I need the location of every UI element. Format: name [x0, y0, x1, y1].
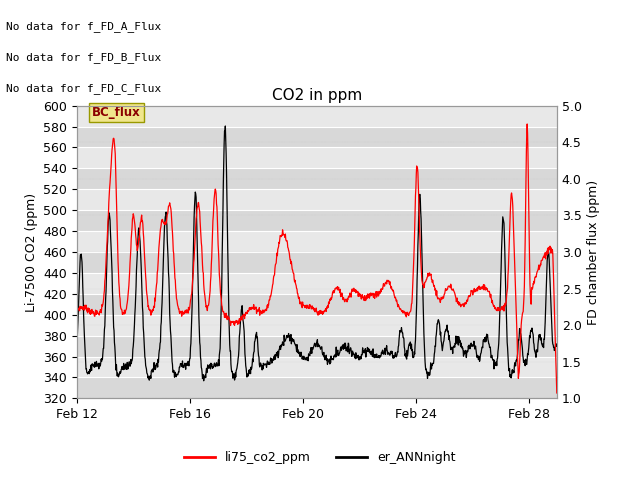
Bar: [77, 127, 557, 147]
Text: No data for f_FD_C_Flux: No data for f_FD_C_Flux: [6, 83, 162, 94]
Bar: [77, 377, 557, 398]
Bar: [77, 106, 557, 127]
Bar: [77, 210, 557, 231]
Bar: [77, 189, 557, 210]
Bar: [77, 357, 557, 377]
Bar: [77, 168, 557, 189]
Text: No data for f_FD_B_Flux: No data for f_FD_B_Flux: [6, 52, 162, 63]
Bar: [77, 147, 557, 168]
Bar: [77, 273, 557, 294]
Text: BC_flux: BC_flux: [92, 106, 141, 119]
Bar: [77, 252, 557, 273]
Y-axis label: FD chamber flux (ppm): FD chamber flux (ppm): [588, 180, 600, 324]
Y-axis label: Li-7500 CO2 (ppm): Li-7500 CO2 (ppm): [24, 192, 38, 312]
Text: No data for f_FD_A_Flux: No data for f_FD_A_Flux: [6, 21, 162, 32]
Title: CO2 in ppm: CO2 in ppm: [271, 88, 362, 103]
Legend: li75_co2_ppm, er_ANNnight: li75_co2_ppm, er_ANNnight: [179, 446, 461, 469]
Bar: [77, 294, 557, 315]
Bar: [77, 315, 557, 336]
Bar: [77, 336, 557, 357]
Bar: [77, 231, 557, 252]
